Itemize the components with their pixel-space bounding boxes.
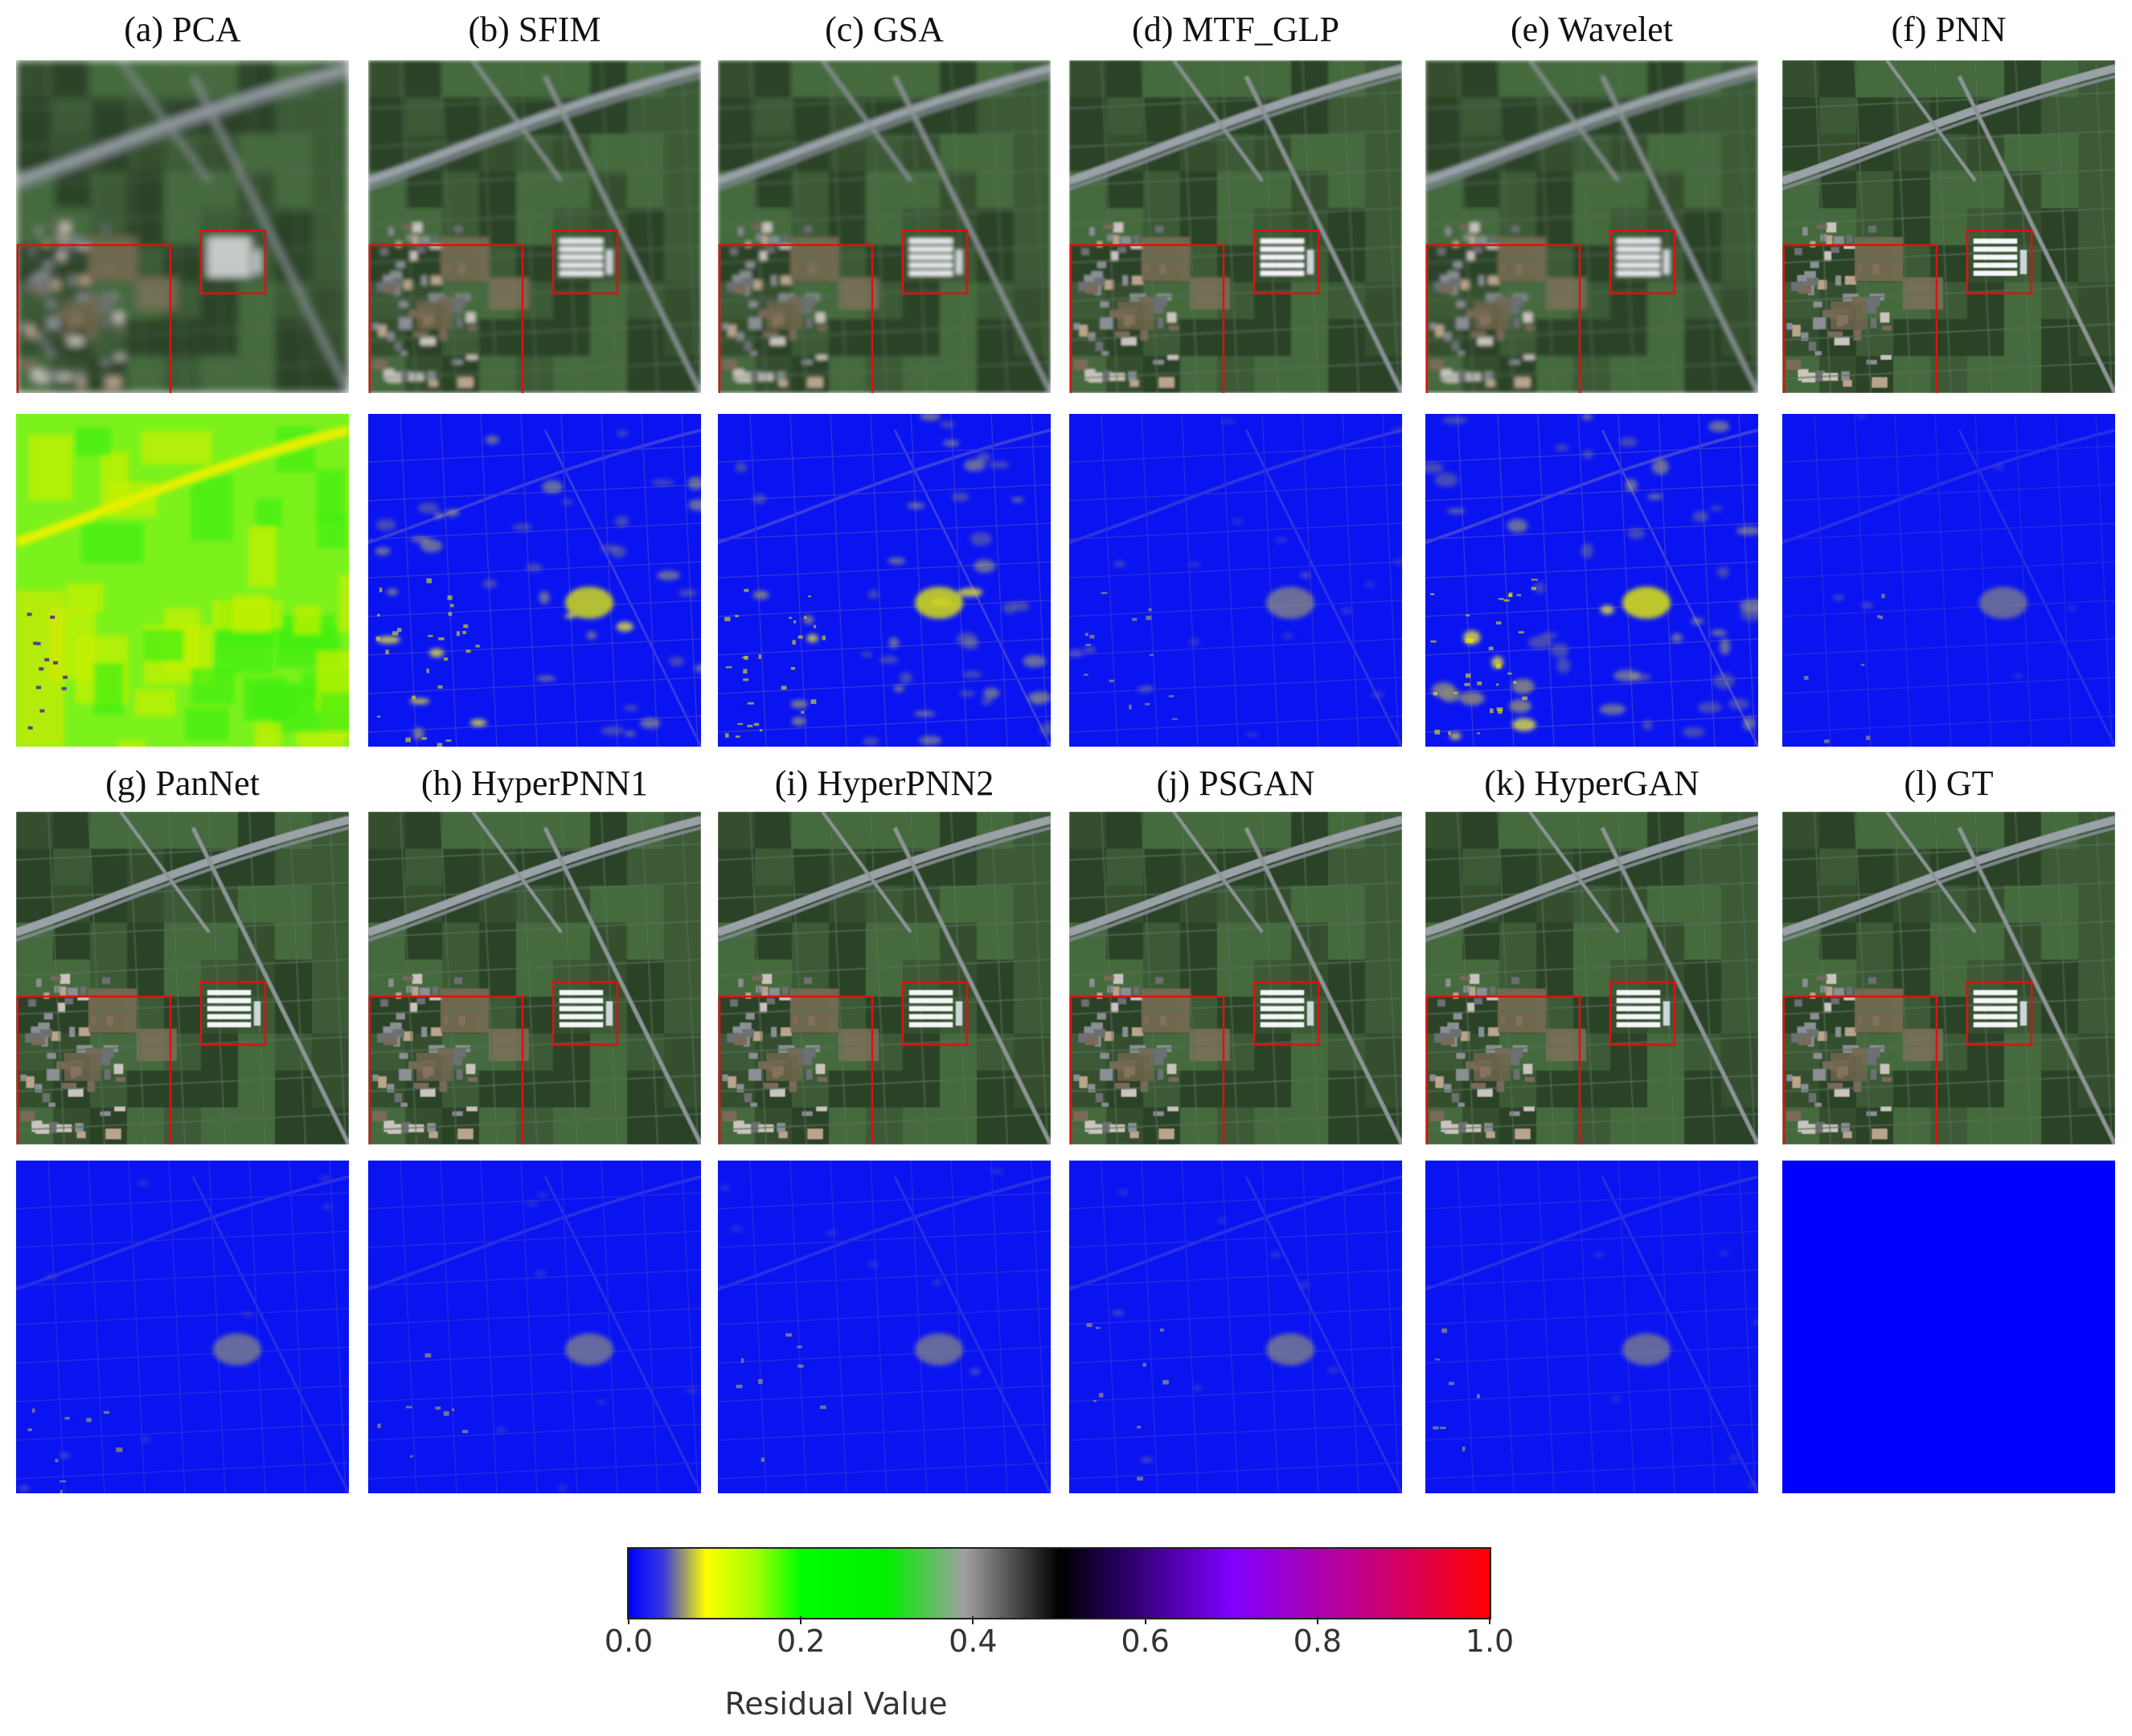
fused-image-f (1782, 60, 2115, 393)
fused-image-i (718, 812, 1051, 1144)
residual-map-f (1782, 414, 2115, 747)
fused-image-b (368, 60, 701, 393)
fused-image-d (1069, 60, 1402, 393)
residual-map-k (1425, 1161, 1758, 1493)
panel-title-g: (g) PanNet (105, 764, 260, 803)
colorbar-tick-label: 0.8 (1293, 1623, 1343, 1659)
residual-map-j (1069, 1161, 1402, 1493)
residual-map-b (368, 414, 701, 747)
panel-title-d: (d) MTF_GLP (1132, 10, 1339, 49)
colorbar-tick-mark (1489, 1616, 1490, 1624)
colorbar-tick-mark (1144, 1616, 1146, 1624)
colorbar (627, 1547, 1491, 1619)
residual-map-g (16, 1161, 349, 1493)
panel-title-b: (b) SFIM (468, 10, 601, 49)
colorbar-tick-label: 1.0 (1465, 1623, 1515, 1659)
colorbar-tick-label: 0.6 (1121, 1623, 1170, 1659)
panel-title-l: (l) GT (1904, 764, 1994, 803)
residual-map-c (718, 414, 1051, 747)
colorbar-gradient (627, 1547, 1491, 1619)
panel-title-k: (k) HyperGAN (1484, 764, 1699, 803)
colorbar-tick-mark (628, 1616, 629, 1624)
colorbar-tick-label: 0.0 (604, 1623, 654, 1659)
fused-image-a (16, 60, 349, 393)
colorbar-tick-label: 0.4 (949, 1623, 998, 1659)
colorbar-tick-label: 0.2 (776, 1623, 826, 1659)
residual-map-i (718, 1161, 1051, 1493)
panel-title-f: (f) PNN (1891, 10, 2007, 49)
residual-map-d (1069, 414, 1402, 747)
panel-title-e: (e) Wavelet (1510, 10, 1674, 49)
residual-map-e (1425, 414, 1758, 747)
residual-map-h (368, 1161, 701, 1493)
residual-map-a (16, 414, 349, 747)
fused-image-l (1782, 812, 2115, 1144)
fused-image-g (16, 812, 349, 1144)
colorbar-tick-mark (800, 1616, 802, 1624)
fused-image-e (1425, 60, 1758, 393)
panel-title-j: (j) PSGAN (1156, 764, 1315, 803)
colorbar-tick-mark (1316, 1616, 1318, 1624)
panel-title-h: (h) HyperPNN1 (420, 764, 649, 803)
panel-title-c: (c) GSA (825, 10, 944, 49)
fused-image-j (1069, 812, 1402, 1144)
colorbar-label: Residual Value (724, 1686, 948, 1722)
panel-title-i: (i) HyperPNN2 (774, 764, 994, 803)
fused-image-h (368, 812, 701, 1144)
colorbar-tick-mark (972, 1616, 974, 1624)
panel-title-a: (a) PCA (124, 10, 241, 49)
fused-image-k (1425, 812, 1758, 1144)
residual-map-l (1782, 1161, 2115, 1493)
fused-image-c (718, 60, 1051, 393)
